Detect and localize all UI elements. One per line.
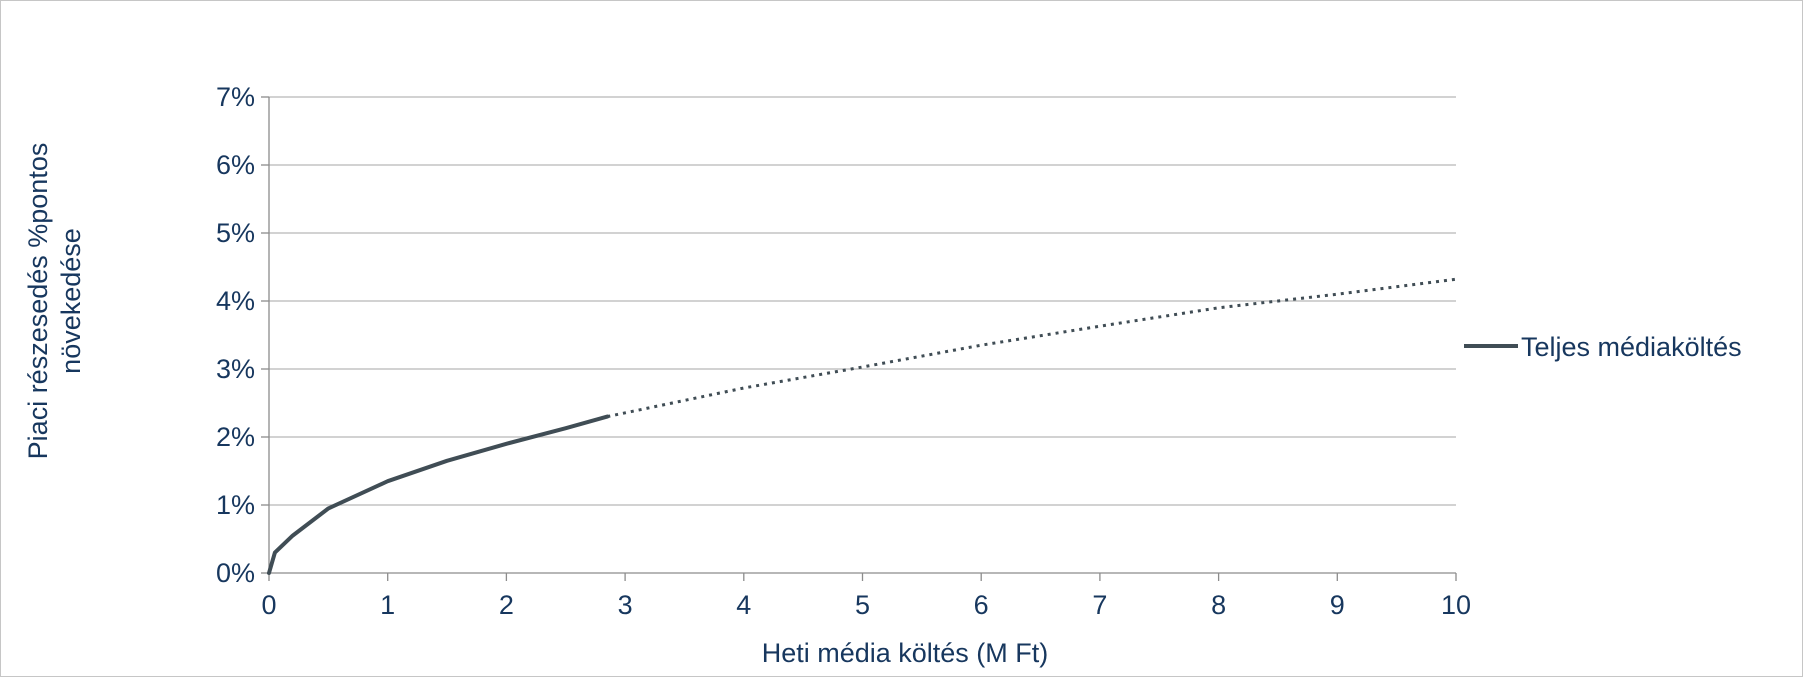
- y-tick-label: 7%: [216, 82, 255, 112]
- x-tick-label: 10: [1441, 590, 1471, 620]
- x-tick-label: 3: [618, 590, 633, 620]
- series-line-dotted: [606, 277, 1457, 419]
- legend: Teljes médiaköltés: [1464, 332, 1742, 362]
- x-tick-label: 1: [380, 590, 395, 620]
- y-tick-label: 0%: [216, 558, 255, 588]
- x-tick-label: 5: [855, 590, 870, 620]
- y-tick-label: 6%: [216, 150, 255, 180]
- y-tick-label: 4%: [216, 286, 255, 316]
- x-tick-label: 9: [1330, 590, 1345, 620]
- x-tick-label: 8: [1211, 590, 1226, 620]
- series-layer: [267, 277, 1457, 575]
- y-tick-label: 5%: [216, 218, 255, 248]
- x-tick-label: 2: [499, 590, 514, 620]
- x-tick-label: 4: [736, 590, 751, 620]
- axes: [261, 96, 1457, 581]
- x-axis-title: Heti média költés (M Ft): [762, 638, 1049, 668]
- tick-labels: 0% 1% 2% 3% 4% 5% 6% 7% 0 1 2 3 4 5 6 7 8 9 10: [216, 82, 1471, 620]
- gridlines: [269, 96, 1456, 506]
- y-tick-label: 2%: [216, 422, 255, 452]
- y-axis-title-line-2: növekedése: [56, 228, 86, 374]
- series-line-solid: [267, 414, 610, 575]
- x-tick-label: 0: [261, 590, 276, 620]
- y-axis-title-line-1: Piaci részesedés %pontos: [23, 143, 53, 460]
- y-tick-label: 3%: [216, 354, 255, 384]
- x-tick-label: 6: [974, 590, 989, 620]
- legend-label-teljes-mediakoltes: Teljes médiaköltés: [1521, 332, 1742, 362]
- y-tick-label: 1%: [216, 490, 255, 520]
- x-tick-label: 7: [1092, 590, 1107, 620]
